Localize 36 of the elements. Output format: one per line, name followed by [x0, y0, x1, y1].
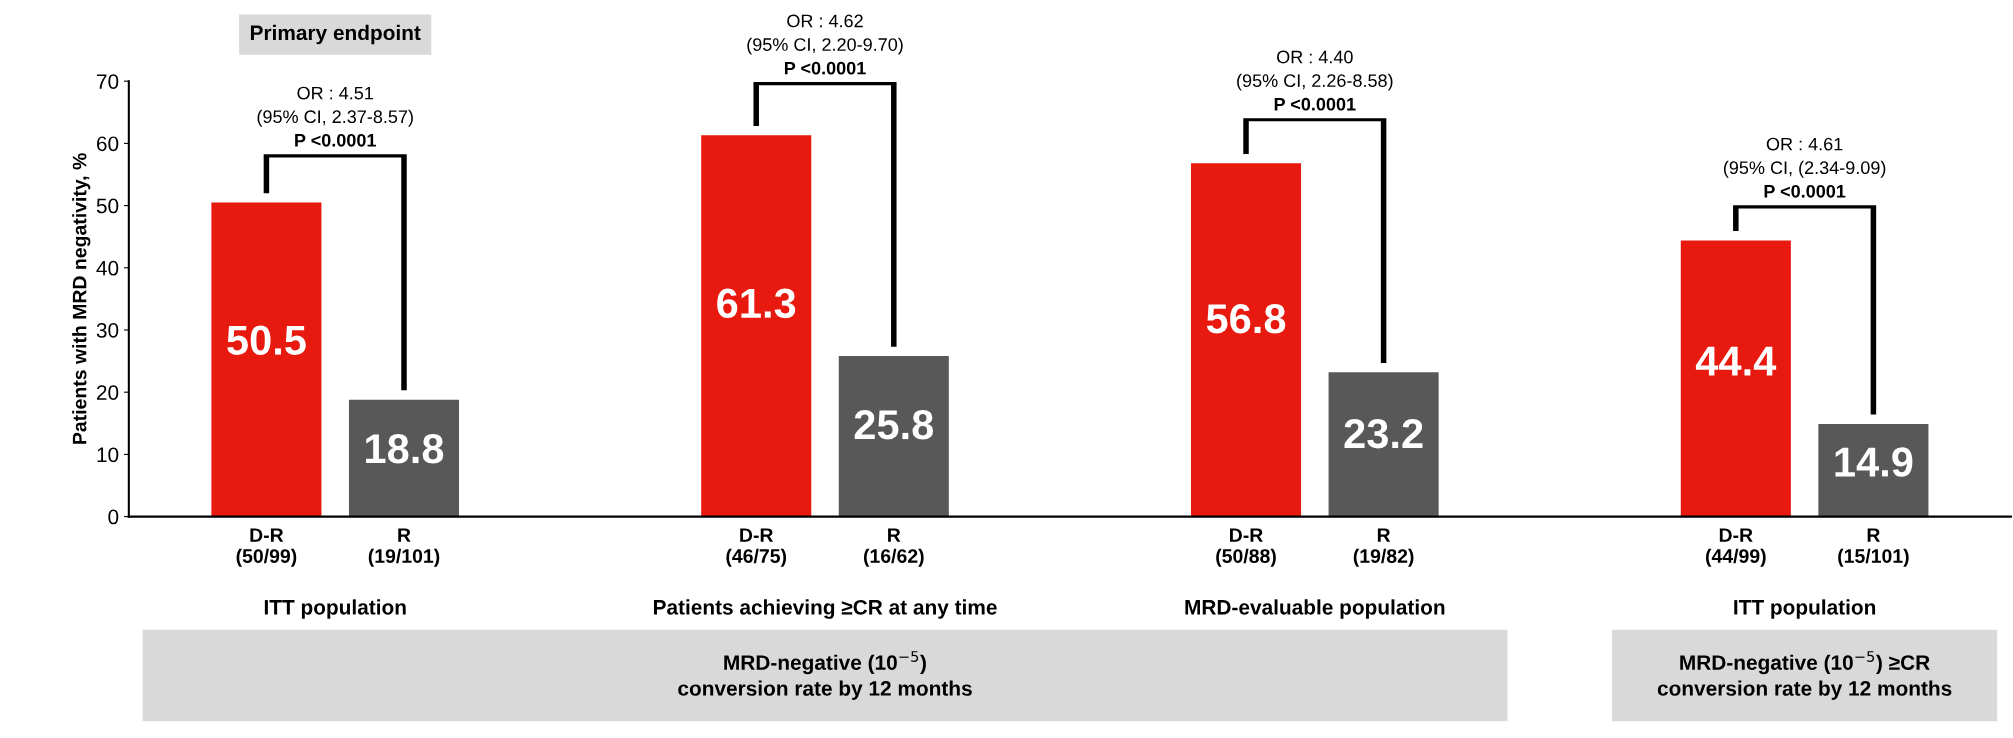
text: ITT population: [264, 599, 406, 619]
y-tick-label: 20: [96, 385, 119, 400]
x-tick-label: D-R (50/88): [1216, 528, 1276, 567]
text: OR : 4.62 (95% CI, 2.20-9.70) P <0.0001: [747, 14, 903, 75]
y-tick-label: 50: [96, 198, 119, 214]
x-tick-label: D-R (44/99): [1705, 528, 1766, 567]
x-tick-label: R (19/101): [368, 528, 440, 567]
text: Primary endpoint: [250, 24, 421, 45]
y-axis-title: Patients with MRD negativity, %: [72, 153, 91, 444]
x-tick-label: R (19/82): [1353, 528, 1414, 567]
data-label: 18.8: [366, 433, 444, 464]
annotation: OR : 4.51 (95% CI, 2.37-8.57) P <0.0001: [257, 86, 413, 147]
text: MRD-negative (10$^{−5}$) conversion rate by 12 months: [678, 651, 972, 700]
annotation: OR : 4.61 (95% CI, (2.34-9.09) P <0.0001: [1723, 137, 1886, 198]
text: ITT population: [1734, 599, 1876, 619]
x-tick-label: D-R (46/75): [726, 528, 787, 567]
data-label: 14.9: [1835, 447, 1913, 477]
y-tick-label: 70: [97, 74, 119, 89]
y-tick-label: 30: [96, 322, 119, 338]
y-tick-label: 10: [97, 447, 119, 463]
data-label: 56.8: [1206, 303, 1286, 334]
data-label: 44.4: [1695, 346, 1777, 376]
data-label: 61.3: [717, 288, 796, 319]
y-tick-label: 0: [108, 509, 119, 525]
y-tick-label: 40: [96, 260, 119, 276]
x-tick-label: R (16/62): [863, 528, 924, 567]
y-tick-label: 60: [97, 136, 119, 152]
x-tick-label: R (15/101): [1838, 528, 1909, 567]
text: MRD-negative (10$^{−5}$) ≥CR conversion rate by 12 months: [1657, 651, 1952, 700]
data-label: 25.8: [854, 410, 934, 440]
data-label: 23.2: [1344, 418, 1423, 449]
x-tick-label: D-R (50/99): [236, 528, 297, 567]
data-label: 50.5: [227, 325, 306, 356]
annotation: OR : 4.40 (95% CI, 2.26-8.58) P <0.0001: [1237, 50, 1393, 111]
text: MRD-evaluable population: [1185, 599, 1445, 619]
text: Patients achieving ≥CR at any time: [653, 599, 997, 619]
